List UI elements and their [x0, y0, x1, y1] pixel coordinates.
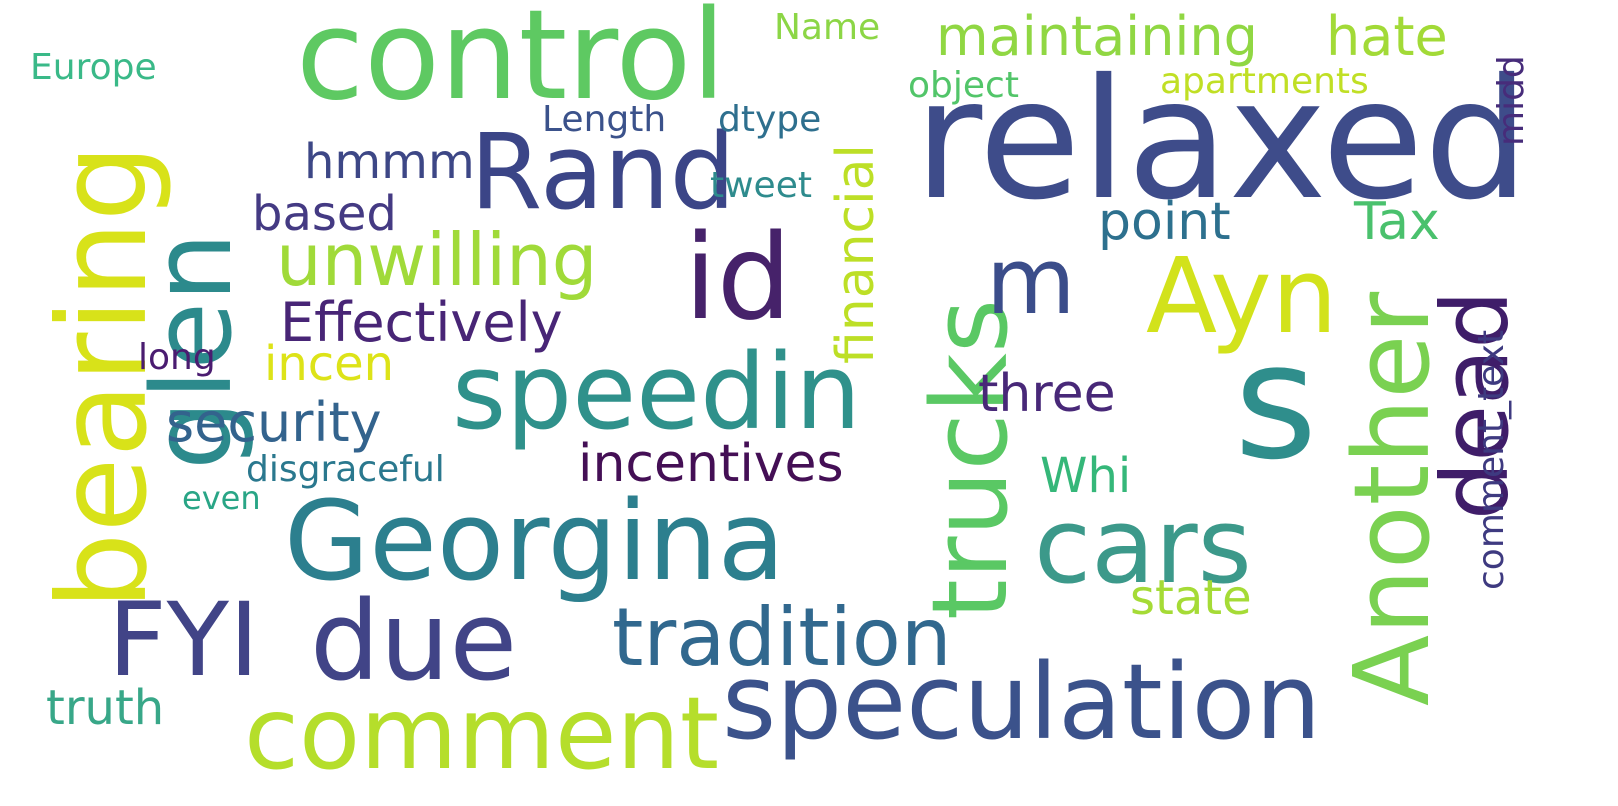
- word-incen: incen: [264, 336, 395, 392]
- word-truth: truth: [46, 680, 165, 736]
- word-europe: Europe: [30, 47, 157, 88]
- word-id: id: [684, 208, 792, 346]
- word-control: control: [296, 0, 726, 128]
- word-relaxed: relaxed: [914, 44, 1530, 237]
- word-long: long: [138, 337, 216, 378]
- word-ayn: Ayn: [1146, 235, 1338, 357]
- word-maintaining: maintaining: [936, 5, 1258, 68]
- word-effectively: Effectively: [280, 291, 563, 354]
- word-point: point: [1098, 192, 1231, 252]
- word-tweet: tweet: [710, 165, 812, 206]
- word-length: Length: [542, 99, 667, 140]
- word-name: Name: [774, 7, 881, 48]
- word-fyi: FYI: [108, 581, 260, 700]
- word-comment: comment: [244, 675, 720, 792]
- word-speedin: speedin: [452, 331, 861, 453]
- word-state: state: [1130, 570, 1252, 626]
- word-speculation: speculation: [722, 641, 1322, 763]
- word-apartments: apartments: [1160, 61, 1369, 102]
- word-due: due: [310, 577, 518, 705]
- word-financial: financial: [826, 144, 886, 364]
- word-three: three: [978, 364, 1116, 424]
- word-incentives: incentives: [578, 434, 844, 494]
- word-m: m: [986, 228, 1076, 335]
- word-comment-text: comment_text: [1471, 329, 1512, 590]
- word-object: object: [908, 65, 1019, 106]
- word-tradition: tradition: [612, 591, 952, 684]
- word-disgraceful: disgraceful: [246, 449, 445, 490]
- word-midd: midd: [1491, 55, 1532, 146]
- word-trucks: trucks: [909, 298, 1031, 620]
- word-georgina: Georgina: [284, 477, 786, 605]
- word-based: based: [252, 186, 397, 242]
- word-hmmm: hmmm: [304, 134, 475, 190]
- word-security: security: [166, 391, 382, 454]
- word-even: even: [182, 479, 261, 517]
- word-whi: Whi: [1040, 448, 1132, 504]
- word-s: s: [1234, 308, 1318, 495]
- word-dtype: dtype: [718, 99, 822, 140]
- word-tax: Tax: [1354, 192, 1440, 252]
- word-hate: hate: [1326, 5, 1448, 68]
- word-unwilling: unwilling: [276, 218, 598, 302]
- word-rand: Rand: [470, 111, 736, 233]
- word-cars: cars: [1034, 485, 1252, 607]
